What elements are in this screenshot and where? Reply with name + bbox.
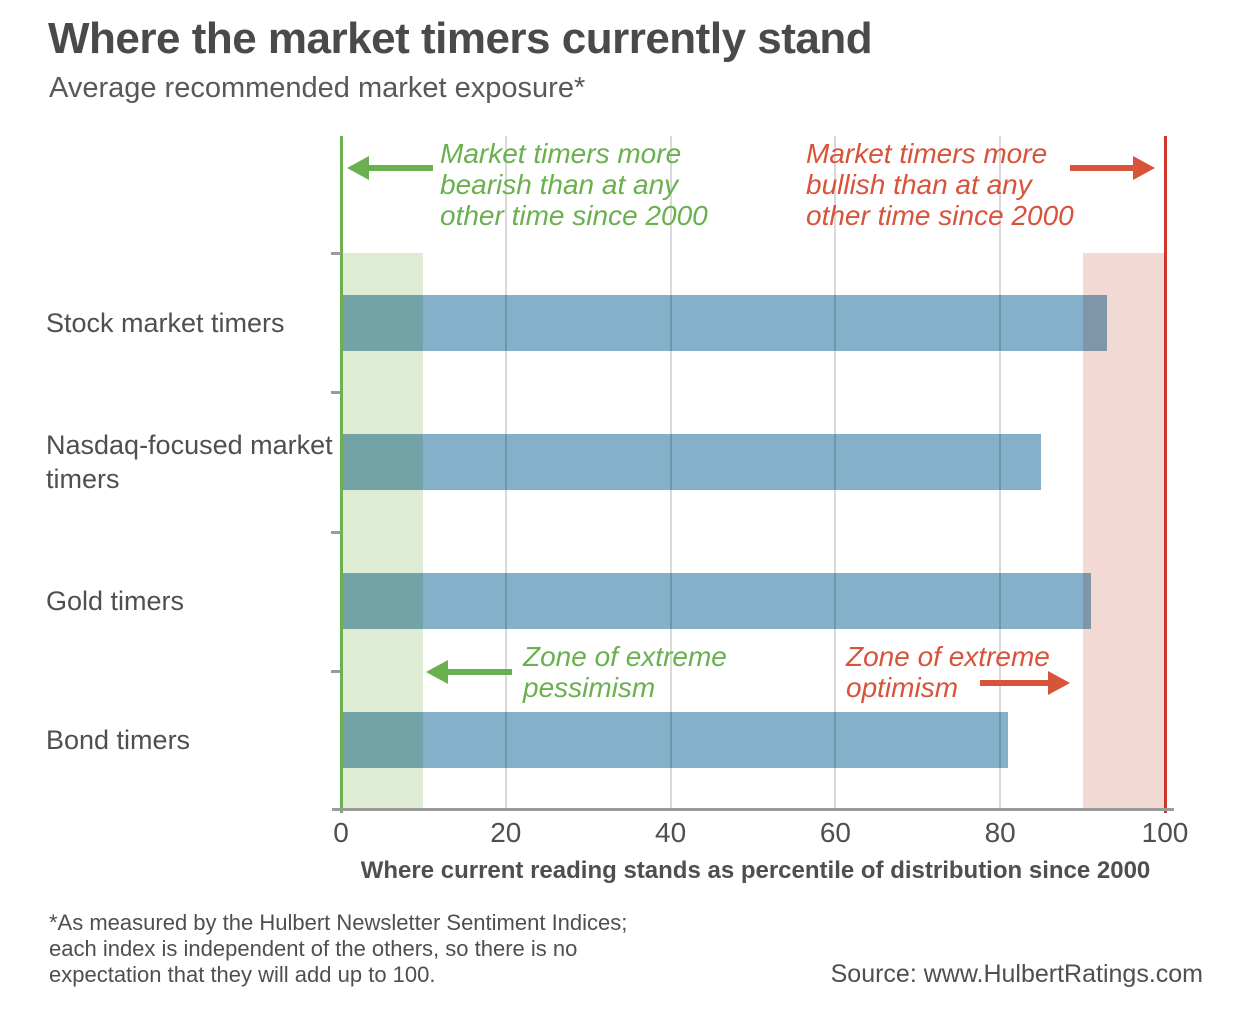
annotation-line: pessimism [523, 672, 656, 703]
annotation-line: Zone of extreme [846, 641, 1050, 672]
footnote-line: *As measured by the Hulbert Newsletter S… [49, 910, 628, 935]
x-axis-label: Where current reading stands as percenti… [360, 857, 1151, 884]
annotation-line: optimism [846, 672, 959, 703]
annotation-line: Market timers more [440, 138, 682, 169]
arrow-head-icon [1133, 156, 1155, 180]
x-tick-label-60: 60 [819, 817, 851, 848]
y-axis-tick [331, 669, 341, 673]
arrow-shaft [1070, 165, 1135, 171]
arrow-head-icon [347, 156, 369, 180]
arrow-head-icon [1048, 671, 1070, 695]
bar-bond-timers [341, 712, 1009, 769]
arrow-shaft [446, 669, 512, 675]
page-title: Where the market timers currently stand [48, 14, 873, 63]
annotation-line: Zone of extreme [523, 641, 727, 672]
x-tick-label-0: 0 [333, 817, 349, 848]
x-tick-label-100: 100 [1141, 817, 1189, 848]
optimism-right-arrow [980, 671, 1070, 695]
annotation-line: other time since 2000 [806, 200, 1074, 231]
x-tick-label-20: 20 [490, 817, 522, 848]
page-subtitle: Average recommended market exposure* [49, 72, 586, 104]
category-label-gold-timers: Gold timers [46, 586, 185, 617]
annotation-optimism: Zone of extreme optimism [846, 641, 1050, 703]
y-axis-tick [331, 252, 341, 255]
x-tick-label-40: 40 [655, 817, 687, 848]
y-axis-tick [331, 530, 341, 534]
annotation-pessimism: Zone of extreme pessimism [523, 641, 727, 703]
annotation-line: bearish than at any [440, 169, 679, 200]
bar-nasdaq-focused-market-timers [341, 433, 1042, 490]
y-axis-tick [331, 391, 341, 395]
annotation-bullish: Market timers more bullish than at any o… [806, 138, 1074, 231]
footnote: *As measured by the Hulbert Newsletter S… [49, 910, 627, 988]
annotation-line: bullish than at any [806, 169, 1032, 200]
annotation-bearish: Market timers more bearish than at any o… [440, 138, 708, 231]
x-tick-label-80: 80 [984, 817, 1016, 848]
bearish-extreme-line [339, 136, 343, 813]
annotation-line: other time since 2000 [440, 200, 708, 231]
footnote-line: each index is independent of the others,… [49, 936, 578, 961]
source-credit: Source: www.HulbertRatings.com [830, 960, 1203, 988]
bullish-extreme-line [1163, 136, 1167, 813]
arrow-head-icon [426, 660, 448, 684]
arrow-shaft [980, 680, 1050, 686]
footnote-line: expectation that they will add up to 100… [49, 962, 436, 987]
arrow-shaft [367, 165, 433, 171]
bullish-right-arrow [1070, 156, 1155, 180]
bearish-left-arrow [347, 156, 433, 180]
bar-stock-market-timers [341, 294, 1108, 351]
category-label-bond-timers: Bond timers [46, 725, 191, 756]
bar-gold-timers [341, 573, 1091, 630]
x-axis-line [332, 808, 1174, 811]
pessimism-left-arrow [426, 660, 512, 684]
category-label-stock-market-timers: Stock market timers [46, 307, 285, 338]
category-label-nasdaq-focused-market-timers: Nasdaq-focused market timers [46, 429, 333, 494]
annotation-line: Market timers more [806, 138, 1048, 169]
